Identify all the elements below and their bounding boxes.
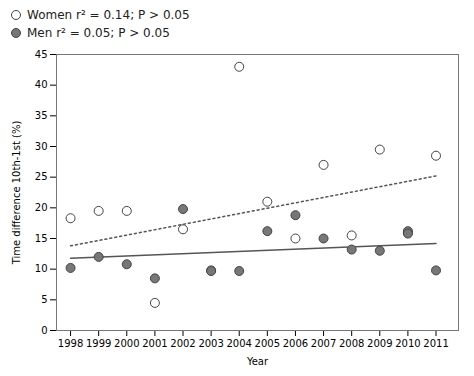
svg-text:2010: 2010 (395, 338, 420, 349)
svg-text:2000: 2000 (114, 338, 139, 349)
svg-text:20: 20 (35, 202, 48, 213)
svg-text:2004: 2004 (227, 338, 252, 349)
svg-text:1998: 1998 (58, 338, 83, 349)
svg-text:0: 0 (41, 325, 47, 336)
svg-text:15: 15 (35, 233, 48, 244)
svg-text:35: 35 (35, 110, 48, 121)
svg-text:Time difference 10th-1st (%): Time difference 10th-1st (%) (11, 121, 22, 266)
svg-text:40: 40 (35, 79, 48, 90)
svg-text:Year: Year (246, 356, 269, 367)
svg-text:2007: 2007 (311, 338, 336, 349)
svg-text:1999: 1999 (86, 338, 111, 349)
svg-text:2002: 2002 (170, 338, 195, 349)
svg-text:5: 5 (41, 294, 47, 305)
svg-text:30: 30 (35, 141, 48, 152)
html-text:Women r² = 0.14; P > 0.05: Women r² = 0.14; P > 0.05 (27, 8, 190, 22)
svg-text:2003: 2003 (198, 338, 223, 349)
svg-text:2001: 2001 (142, 338, 167, 349)
svg-text:2005: 2005 (255, 338, 280, 349)
svg-text:2009: 2009 (367, 338, 392, 349)
svg-text:2008: 2008 (339, 338, 364, 349)
svg-text:10: 10 (35, 263, 48, 274)
svg-text:2006: 2006 (283, 338, 308, 349)
svg-text:45: 45 (35, 49, 48, 60)
svg-text:25: 25 (35, 171, 48, 182)
html-text:Men r² = 0.05; P > 0.05: Men r² = 0.05; P > 0.05 (27, 26, 170, 40)
svg-text:2011: 2011 (423, 338, 448, 349)
